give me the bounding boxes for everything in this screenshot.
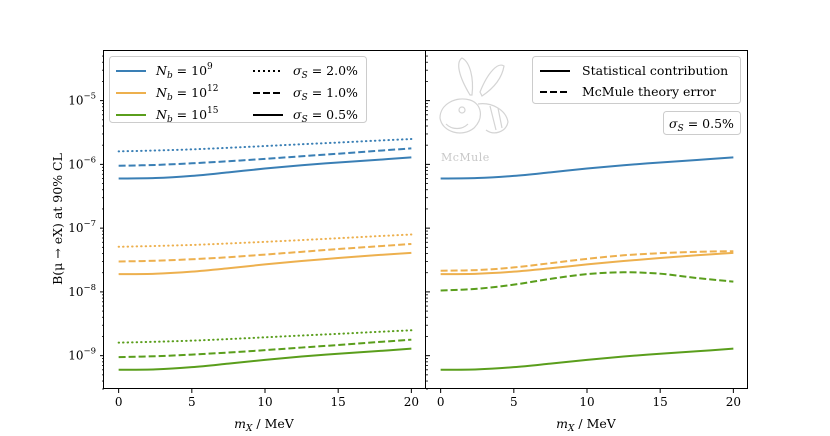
bee-head — [439, 98, 481, 134]
legend-label-nb12: Nb = 1012 — [155, 84, 218, 103]
series-line-left-2 — [118, 156, 412, 180]
legend-label-nb15: Nb = 1015 — [155, 106, 219, 125]
series-line-left-6 — [117, 329, 413, 344]
mcmule-logo-watermark — [439, 57, 509, 134]
bee-eye — [458, 106, 466, 114]
series-line-right-3 — [440, 271, 734, 292]
series-line-left-8 — [118, 347, 412, 371]
series-line-right-2 — [440, 251, 734, 276]
sigma-badge-label: σS = 0.5% — [669, 116, 734, 134]
x-tick-label: 15 — [653, 395, 668, 409]
series-line-left-1 — [118, 147, 412, 167]
bee-stripes — [489, 105, 503, 131]
bee-wing-left — [458, 57, 474, 96]
x-tick-label: 10 — [579, 395, 594, 409]
frame-layer — [103, 50, 748, 389]
x-tick-label: 20 — [404, 395, 419, 409]
y-tick-label: 10−9 — [68, 347, 96, 363]
x-tick-label: 15 — [331, 395, 346, 409]
y-tick-label: 10−8 — [68, 283, 96, 299]
x-tick-label: 10 — [257, 395, 272, 409]
series-line-left-7 — [118, 338, 412, 359]
legend-label-sigma-2: σS = 2.0% — [293, 63, 358, 81]
series-line-left-5 — [118, 251, 412, 276]
series-line-left-3 — [117, 233, 413, 248]
x-tick-label: 20 — [726, 395, 741, 409]
series-line-right-1 — [440, 250, 734, 272]
y-axis-label: B(μ → eX) at 90% CL — [50, 153, 65, 285]
legend-label-nb9: Nb = 109 — [155, 62, 213, 81]
series-line-left-0 — [117, 138, 413, 153]
left-x-axis-label: mX / MeV — [234, 416, 295, 434]
x-tick-label: 5 — [188, 395, 196, 409]
right-panel-frame — [425, 50, 748, 389]
tick-layer: 0 5 10 15 20 0 5 10 15 20 10−9 10−8 10−7 10−6 10−5 — [68, 55, 741, 409]
y-tick-label: 10−7 — [68, 219, 96, 235]
bee-wing-right — [479, 64, 505, 97]
series-line-right-4 — [440, 347, 734, 371]
right-legend-box — [532, 56, 741, 104]
sigma-badge: σS = 0.5% — [663, 111, 741, 135]
legend-label-sigma-1: σS = 1.0% — [293, 85, 358, 103]
x-tick-label: 5 — [510, 395, 518, 409]
y-tick-label: 10−5 — [68, 92, 96, 108]
legend-label-sigma-05: σS = 0.5% — [293, 107, 358, 125]
bee-mouth — [445, 123, 469, 130]
right-legend: Statistical contribution McMule theory e… — [532, 56, 741, 104]
mcmule-watermark-text: McMule — [441, 151, 490, 164]
line-layer — [117, 138, 734, 371]
x-tick-label: 0 — [437, 395, 445, 409]
sigma-badge-box — [663, 111, 741, 135]
bee-body — [477, 103, 509, 134]
left-legend-box — [109, 56, 367, 123]
left-legend: Nb = 109 Nb = 1012 Nb = 1015 σS = 2.0% σ… — [109, 56, 367, 125]
right-x-axis-label: mX / MeV — [556, 416, 617, 434]
legend-label-statistical: Statistical contribution — [582, 63, 728, 78]
legend-label-theory: McMule theory error — [582, 84, 716, 99]
series-line-right-0 — [440, 156, 734, 180]
y-tick-label: 10−6 — [68, 155, 96, 171]
series-line-left-4 — [118, 242, 412, 263]
x-tick-label: 0 — [115, 395, 123, 409]
